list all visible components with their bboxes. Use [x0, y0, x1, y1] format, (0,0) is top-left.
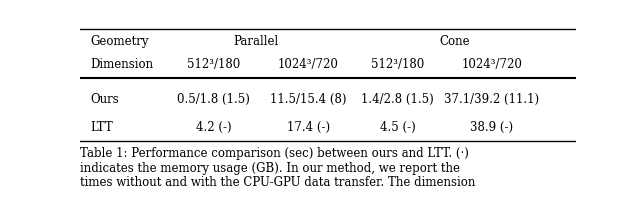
Text: Table 1: Performance comparison (sec) between ours and LTT. (·): Table 1: Performance comparison (sec) be… [80, 147, 469, 160]
Text: Cone: Cone [439, 35, 470, 48]
Text: Parallel: Parallel [234, 35, 278, 48]
Text: LTT: LTT [90, 121, 113, 134]
Text: 37.1/39.2 (11.1): 37.1/39.2 (11.1) [444, 93, 540, 106]
Text: times without and with the CPU-GPU data transfer. The dimension: times without and with the CPU-GPU data … [80, 176, 476, 189]
Text: 17.4 (-): 17.4 (-) [287, 121, 330, 134]
Text: 1.4/2.8 (1.5): 1.4/2.8 (1.5) [361, 93, 434, 106]
Text: 512³/180: 512³/180 [371, 58, 424, 71]
Text: indicates the memory usage (GB). In our method, we report the: indicates the memory usage (GB). In our … [80, 162, 460, 175]
Text: 512³/180: 512³/180 [188, 58, 241, 71]
Text: 4.2 (-): 4.2 (-) [196, 121, 232, 134]
Text: Geometry: Geometry [90, 35, 148, 48]
Text: 1024³/720: 1024³/720 [461, 58, 522, 71]
Text: Dimension: Dimension [90, 58, 153, 71]
Text: 11.5/15.4 (8): 11.5/15.4 (8) [270, 93, 346, 106]
Text: Ours: Ours [90, 93, 118, 106]
Text: 0.5/1.8 (1.5): 0.5/1.8 (1.5) [177, 93, 250, 106]
Text: 38.9 (-): 38.9 (-) [470, 121, 513, 134]
Text: 1024³/720: 1024³/720 [278, 58, 339, 71]
Text: 4.5 (-): 4.5 (-) [380, 121, 415, 134]
